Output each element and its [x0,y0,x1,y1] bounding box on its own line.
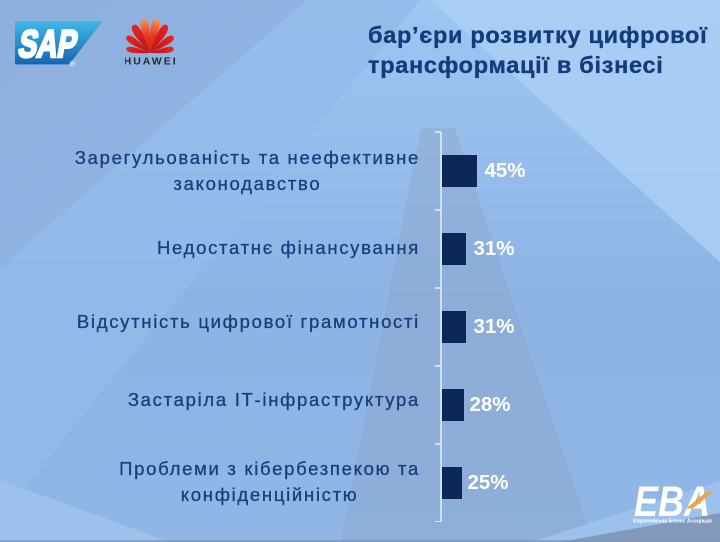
svg-text:SAP: SAP [15,23,80,66]
svg-text:Європейська Бізнес Асоціація: Європейська Бізнес Асоціація [633,518,712,525]
svg-text:HUAWEI: HUAWEI [125,55,175,65]
svg-text:®: ® [70,60,76,69]
